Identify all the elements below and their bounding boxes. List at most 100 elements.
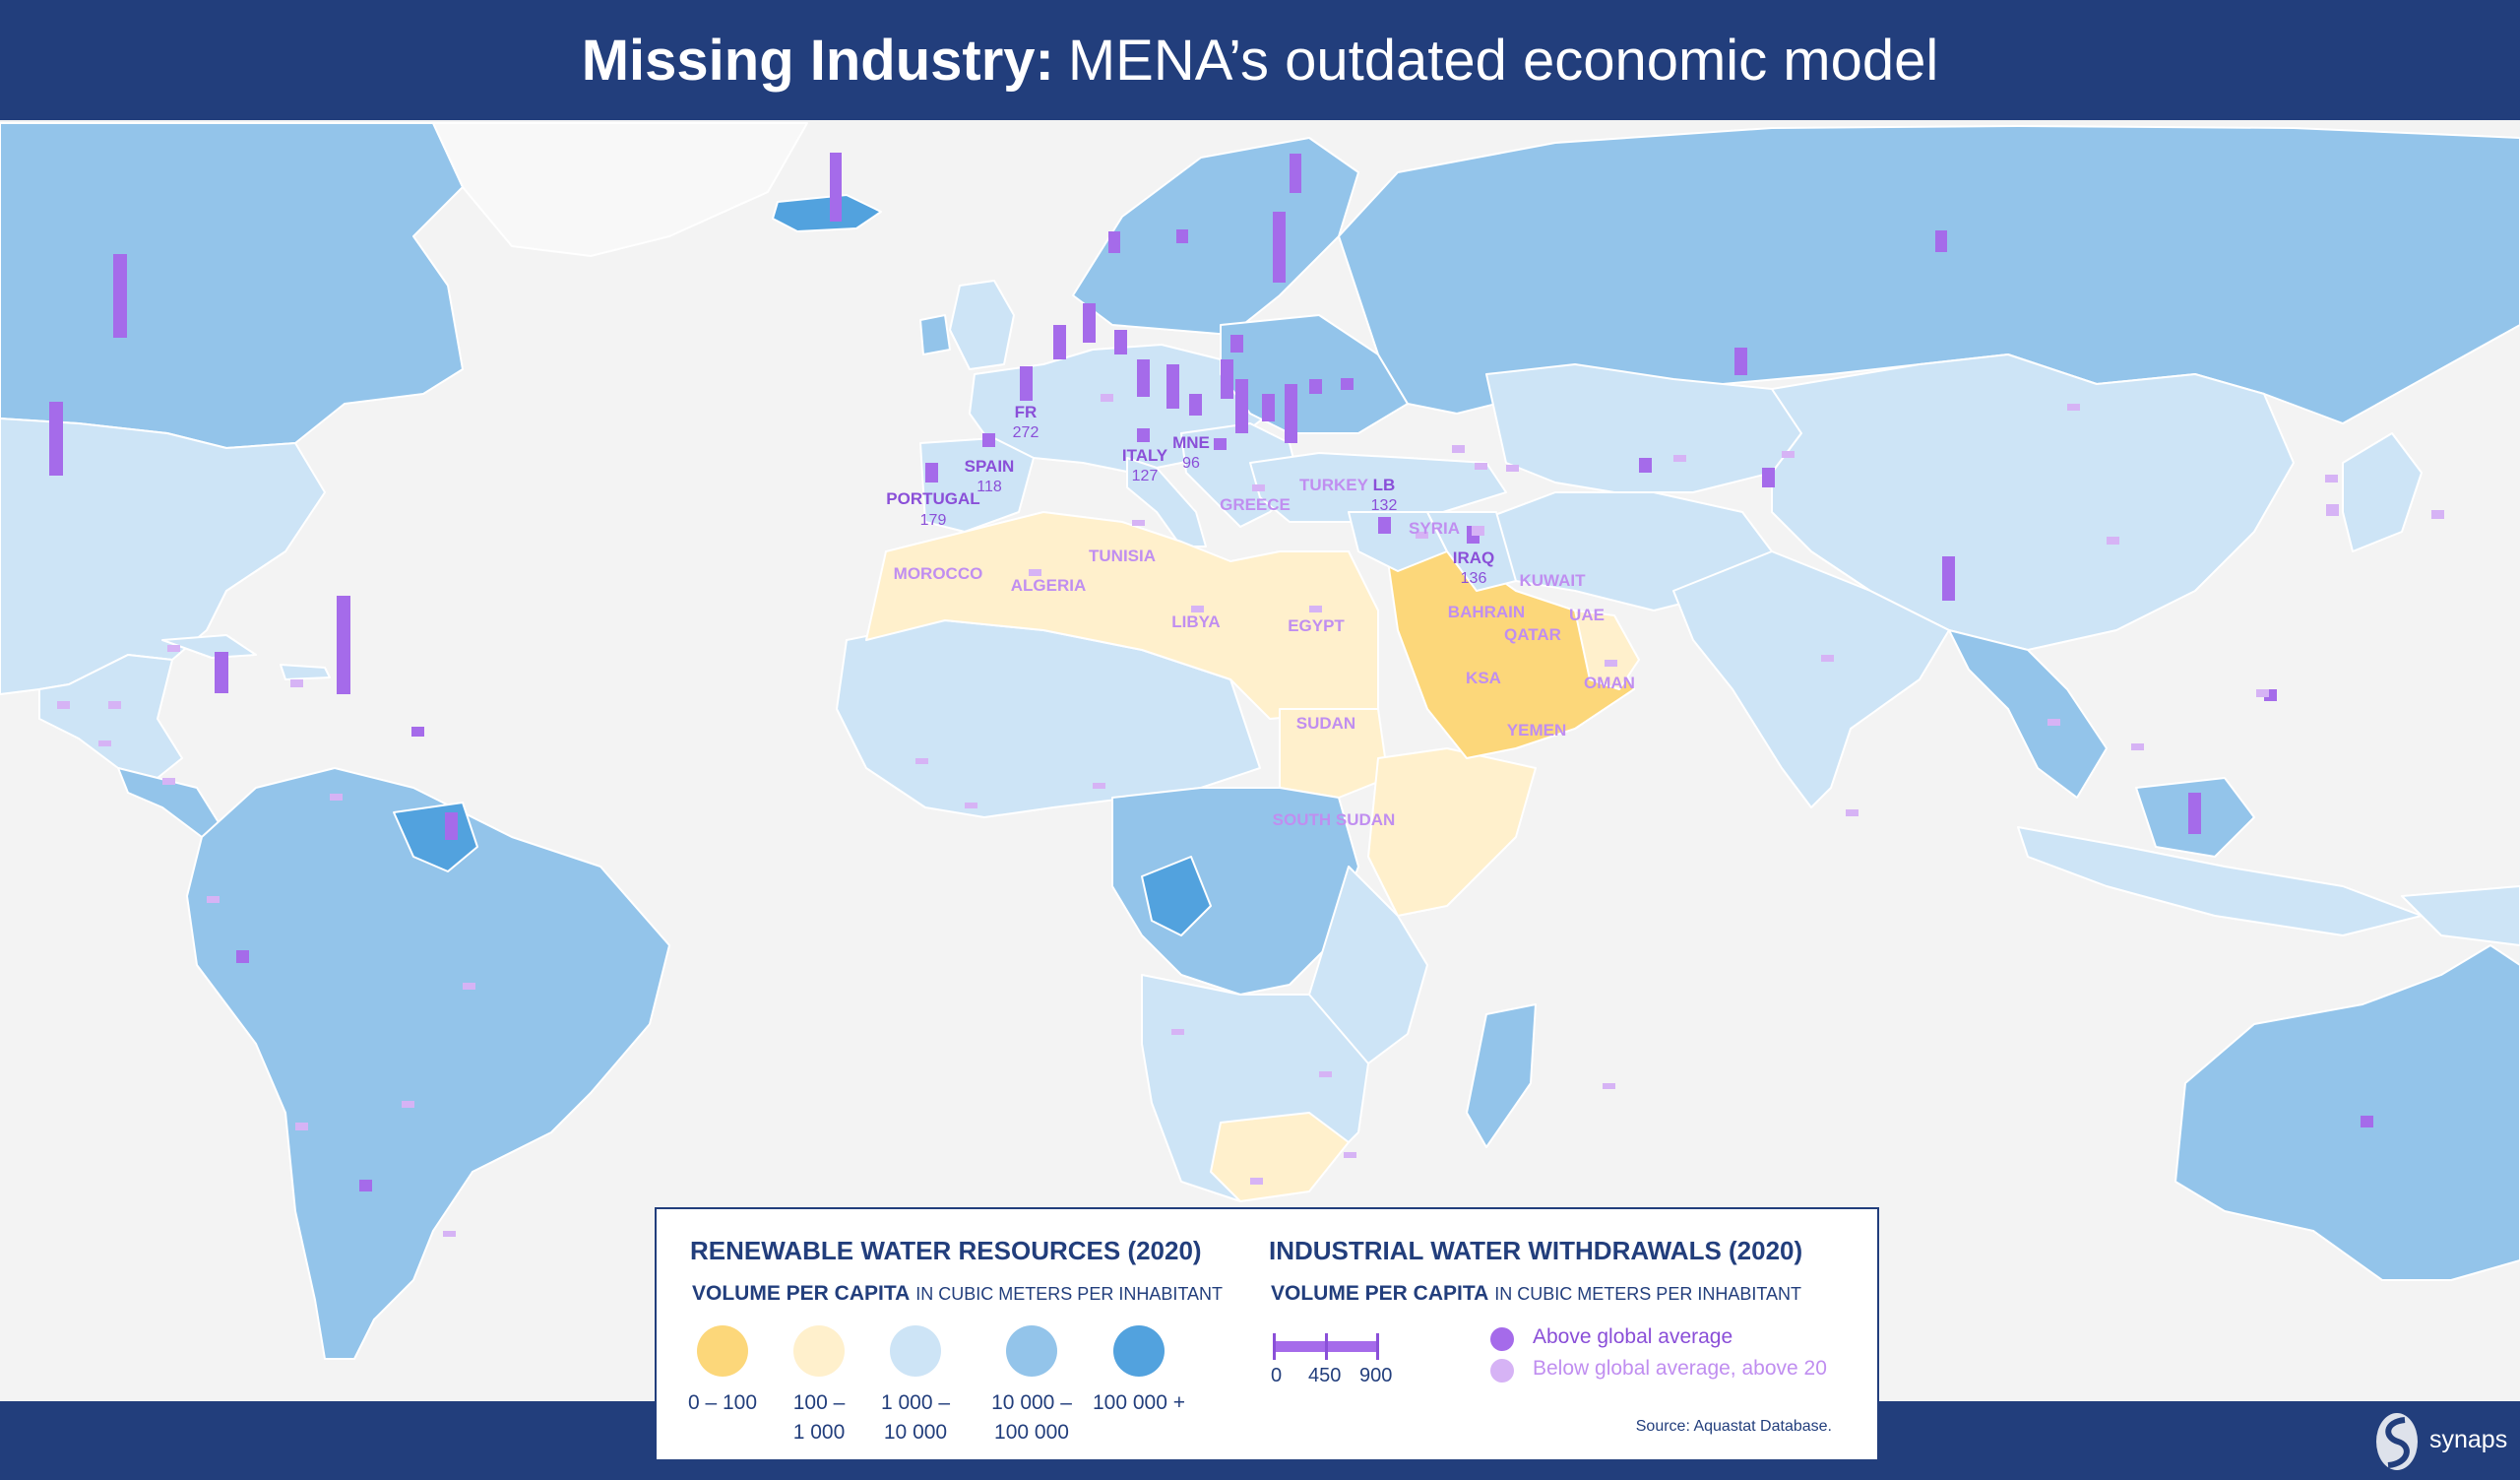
label-sudan: SUDAN [1296, 714, 1355, 733]
bar [1252, 484, 1265, 491]
bar [402, 1101, 414, 1108]
bar [1472, 526, 1484, 536]
bar [330, 794, 343, 801]
bar [2326, 504, 2339, 516]
label-syria: SYRIA [1409, 519, 1460, 538]
madagascar [1466, 1003, 1537, 1148]
bar [2067, 404, 2080, 411]
dot-above [1490, 1327, 1514, 1351]
bar [1378, 517, 1391, 534]
bar [2048, 719, 2060, 726]
swatch-3 [1006, 1325, 1057, 1377]
bar [1762, 468, 1775, 487]
title-rest: MENA’s outdated economic model [1067, 28, 1939, 93]
label-italy: ITALY [1122, 446, 1168, 465]
bar [2431, 510, 2444, 519]
turkey-caucasus [1249, 452, 1507, 523]
swatch-label-3: 10 000 –100 000 [991, 1391, 1072, 1444]
label-yemen: YEMEN [1507, 721, 1566, 740]
bar [2131, 743, 2144, 750]
southeast-asia [1948, 629, 2108, 799]
uk [949, 280, 1015, 370]
industrial-subtitle-bold: VOLUME PER CAPITA [1271, 1282, 1489, 1305]
bar [1235, 379, 1248, 433]
bar [1273, 212, 1286, 283]
ireland [919, 314, 951, 355]
bar [2107, 537, 2119, 545]
australia [2174, 944, 2520, 1281]
label-mne: MNE [1172, 433, 1210, 452]
bar [337, 596, 350, 694]
bar [1416, 532, 1428, 539]
bar [1020, 366, 1033, 401]
label-uae: UAE [1569, 606, 1605, 624]
bar [113, 254, 127, 338]
title-bold: Missing Industry: [581, 28, 1054, 93]
renewable-subtitle: VOLUME PER CAPITA IN CUBIC METERS PER INH… [692, 1282, 1223, 1306]
bar [2325, 475, 2338, 483]
bar [1262, 394, 1275, 421]
bar [1935, 230, 1947, 252]
swatch-label-1: 100 –1 000 [792, 1391, 846, 1444]
bar [359, 1180, 372, 1191]
synaps-logo: synaps [2372, 1406, 2520, 1475]
bar [1114, 330, 1127, 354]
maghreb [865, 511, 1379, 720]
label-above: Above global average [1533, 1325, 1733, 1348]
label-algeria: ALGERIA [1011, 576, 1087, 595]
value-iraq: 136 [1461, 570, 1487, 587]
bar [1101, 394, 1113, 402]
label-morocco: MOROCCO [894, 564, 983, 583]
indonesia [2017, 826, 2423, 936]
bar [965, 803, 977, 808]
label-below: Below global average, above 20 [1533, 1357, 1827, 1380]
mongolia-china [1771, 354, 2295, 651]
legend-panel: RENEWABLE WATER RESOURCES (2020) VOLUME … [655, 1207, 1879, 1461]
bar [1029, 569, 1041, 576]
bar [1452, 445, 1465, 453]
label-egypt: EGYPT [1288, 616, 1345, 635]
label-ksa: KSA [1466, 669, 1501, 687]
bar [1285, 384, 1297, 443]
bar [215, 652, 228, 693]
source-note: Source: Aquastat Database. [1635, 1418, 1832, 1435]
bar [982, 433, 995, 447]
value-italy: 127 [1132, 468, 1159, 484]
bar [236, 950, 249, 963]
central-africa [1111, 787, 1359, 996]
country-labels: PORTUGAL 179 SPAIN 118 FR 272 ITALY 127 … [886, 403, 1635, 829]
bar [1083, 303, 1096, 343]
world-map: PORTUGAL 179 SPAIN 118 FR 272 ITALY 127 … [0, 120, 2520, 1401]
bar [49, 402, 63, 476]
bar [1846, 809, 1858, 816]
bar [1132, 520, 1145, 526]
bar [1673, 455, 1686, 462]
bar [925, 463, 938, 483]
bar [57, 701, 70, 709]
label-fr: FR [1015, 403, 1038, 421]
label-spain: SPAIN [965, 457, 1015, 476]
withdrawal-scale-bar [1273, 1333, 1379, 1360]
bar [2256, 689, 2269, 697]
value-spain: 118 [976, 479, 1002, 495]
value-portugal: 179 [920, 512, 947, 529]
synaps-logo-icon [2376, 1413, 2418, 1470]
bar [295, 1123, 308, 1130]
new-guinea [2401, 885, 2520, 946]
congo [1141, 856, 1212, 936]
label-tunisia: TUNISIA [1089, 547, 1156, 565]
bar [830, 153, 842, 222]
bar [1137, 428, 1150, 442]
south-america [186, 767, 670, 1360]
bar [445, 812, 458, 840]
bar [2361, 1116, 2373, 1127]
bar [290, 679, 303, 687]
bar [108, 701, 121, 709]
label-oman: OMAN [1584, 674, 1635, 692]
oman [1574, 610, 1640, 690]
scale-label-0: 0 [1271, 1365, 1283, 1386]
swatch-4 [1113, 1325, 1165, 1377]
label-turkey: TURKEY [1299, 476, 1369, 494]
scale-label-900: 900 [1359, 1365, 1393, 1386]
value-lb: 132 [1371, 497, 1398, 514]
